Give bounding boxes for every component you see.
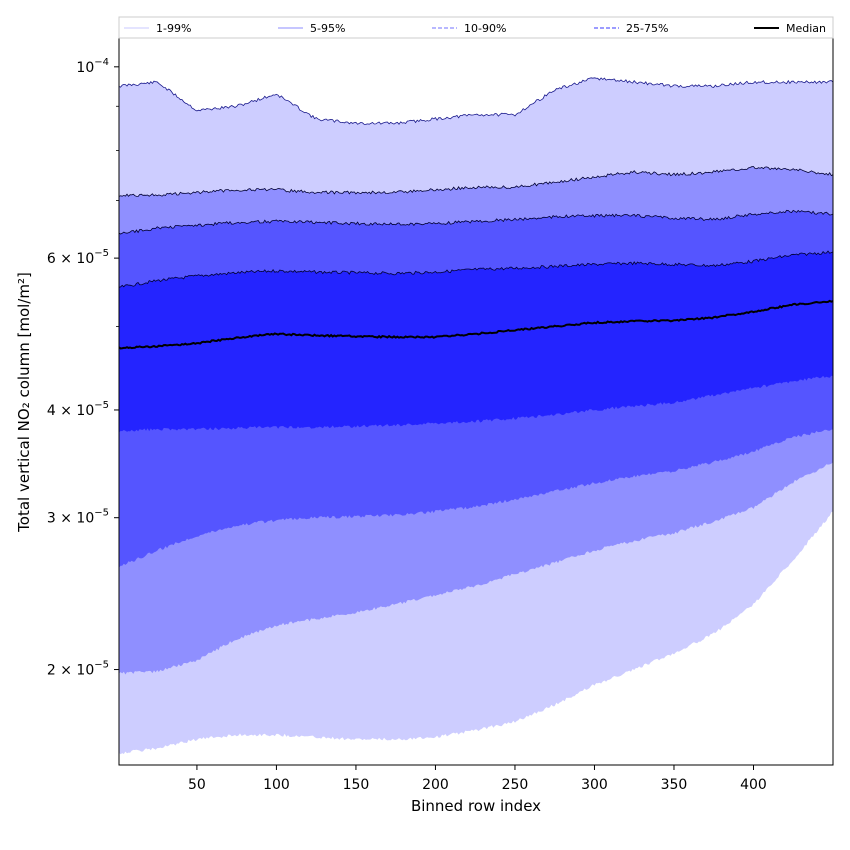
band-25-75% xyxy=(119,251,833,433)
legend-label: 10-90% xyxy=(464,22,506,35)
x-tick-label: 300 xyxy=(581,777,608,793)
x-tick-label: 50 xyxy=(188,777,206,793)
band-upper-edge-10-90% xyxy=(118,209,834,235)
median-line xyxy=(118,299,834,350)
x-tick-label: 200 xyxy=(422,777,449,793)
median-layer xyxy=(118,299,834,350)
x-axis-ticks: 50 100 150 200 250 300 350 400 xyxy=(188,765,767,793)
band-upper-edge-25-75% xyxy=(118,250,834,288)
y-axis-label: Total vertical NO₂ column [mol/m²] xyxy=(15,272,33,533)
legend-label: 1-99% xyxy=(156,22,191,35)
x-tick-label: 100 xyxy=(263,777,290,793)
y-axis-ticks: 2 × 10−5 3 × 10−5 4 × 10−5 6 × 10−5 10−4 xyxy=(47,57,119,679)
quantile-bands xyxy=(119,77,833,755)
y-tick-label: 10−4 xyxy=(76,57,109,76)
band-edges xyxy=(118,77,834,288)
legend-label: Median xyxy=(786,22,826,35)
band-upper-edge-1-99% xyxy=(118,77,834,125)
x-tick-label: 400 xyxy=(740,777,767,793)
y-tick-label: 3 × 10−5 xyxy=(47,508,109,527)
y-tick-label: 4 × 10−5 xyxy=(47,400,109,419)
x-tick-label: 350 xyxy=(661,777,688,793)
y-tick-label: 2 × 10−5 xyxy=(47,660,109,679)
legend-label: 5-95% xyxy=(310,22,345,35)
x-tick-label: 250 xyxy=(502,777,529,793)
legend-label: 25-75% xyxy=(626,22,668,35)
x-tick-label: 150 xyxy=(343,777,370,793)
legend-box xyxy=(118,16,834,39)
x-axis-label: Binned row index xyxy=(411,797,541,815)
y-tick-label: 6 × 10−5 xyxy=(47,248,109,267)
legend: 1-99% 5-95% 10-90% 25-75% Median xyxy=(118,16,834,39)
band-upper-edge-5-95% xyxy=(118,166,834,197)
